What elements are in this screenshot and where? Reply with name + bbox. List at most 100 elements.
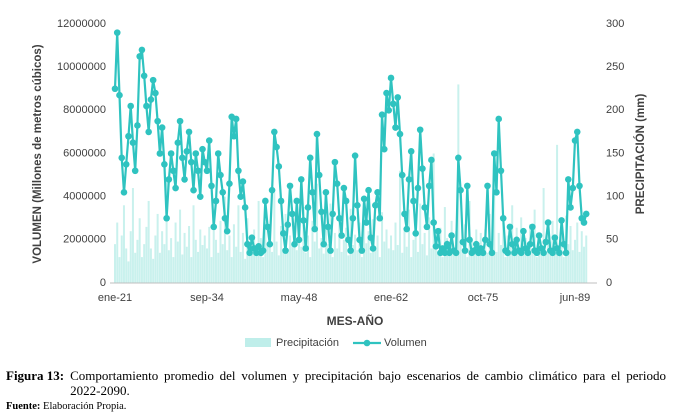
precipitation-bar	[556, 144, 559, 283]
volume-marker	[295, 236, 303, 244]
y-tick-label: 2000000	[63, 234, 106, 246]
volume-marker	[217, 171, 224, 179]
precipitation-bar	[250, 254, 253, 283]
volume-marker	[273, 143, 280, 151]
volume-marker	[120, 189, 128, 196]
volume-marker	[479, 249, 487, 257]
volume-marker	[237, 193, 244, 200]
precipitation-bar	[120, 235, 123, 283]
volume-marker	[304, 204, 312, 211]
precipitation-bar	[410, 257, 413, 283]
precipitation-bar	[221, 244, 224, 283]
precipitation-bar	[306, 235, 309, 283]
volume-marker	[306, 154, 314, 162]
volume-marker	[327, 247, 334, 254]
y2-tick-label: 150	[606, 147, 624, 159]
volume-marker	[459, 238, 467, 246]
volume-marker	[526, 240, 534, 248]
volume-marker	[533, 249, 541, 257]
volume-marker	[428, 156, 435, 164]
precipitation-bar	[414, 226, 417, 283]
volume-marker	[571, 137, 579, 144]
volume-marker	[394, 94, 402, 101]
volume-marker	[221, 214, 229, 222]
volume-marker	[297, 176, 305, 183]
volume-marker	[564, 176, 572, 183]
volume-marker	[372, 202, 379, 209]
volume-marker	[464, 182, 471, 190]
volume-marker	[291, 240, 298, 248]
precipitation-bar	[560, 234, 563, 283]
precipitation-bar	[515, 227, 518, 283]
precipitation-bar	[149, 248, 152, 283]
precipitation-bar	[289, 235, 292, 283]
y-tick-label: 6000000	[63, 147, 106, 159]
precipitation-bar	[163, 244, 166, 283]
y-tick-label: 4000000	[63, 191, 106, 203]
precipitation-bar	[336, 248, 339, 283]
precipitation-bar	[479, 232, 482, 283]
volume-marker	[410, 197, 417, 205]
volume-marker	[412, 230, 419, 237]
precipitation-bar	[268, 232, 271, 283]
precipitation-bar	[342, 239, 345, 283]
precipitation-bar	[170, 238, 173, 283]
volume-marker	[549, 249, 556, 257]
volume-marker	[466, 236, 473, 244]
volume-marker	[190, 186, 197, 194]
volume-marker	[506, 223, 514, 231]
volume-marker	[286, 182, 294, 190]
volume-marker	[363, 219, 370, 226]
volume-marker	[214, 150, 222, 157]
precipitation-bar	[455, 231, 458, 283]
precipitation-bar	[345, 227, 348, 283]
volume-marker	[262, 197, 269, 205]
volume-marker	[176, 117, 184, 125]
precipitation-bar	[360, 257, 363, 283]
precipitation-bar	[340, 251, 343, 283]
legend-label: Precipitación	[276, 337, 339, 349]
precipitation-bar	[428, 217, 431, 283]
volume-marker	[529, 223, 536, 231]
volume-marker	[167, 150, 175, 157]
precipitation-bar	[156, 213, 159, 283]
precipitation-bar	[351, 245, 354, 283]
volume-marker	[210, 223, 218, 231]
precipitation-bar	[547, 229, 550, 283]
volume-marker	[208, 182, 215, 190]
volume-marker	[129, 139, 137, 147]
precipitation-bar	[401, 252, 404, 283]
precipitation-bar	[482, 248, 485, 283]
volume-marker	[127, 102, 135, 110]
volume-marker	[277, 197, 285, 205]
volume-marker	[472, 240, 480, 248]
volume-marker	[138, 46, 146, 54]
precipitation-bar	[143, 244, 146, 283]
precipitation-bar	[248, 243, 251, 283]
volume-marker	[152, 89, 159, 97]
precipitation-bar	[423, 232, 426, 283]
precipitation-bar	[237, 205, 240, 283]
precipitation-bar	[493, 179, 496, 283]
x-tick-label: ene-21	[98, 292, 132, 304]
volume-marker	[293, 197, 301, 205]
y2-tick-label: 100	[606, 191, 624, 203]
precipitation-bar	[504, 257, 507, 283]
volume-marker	[517, 249, 525, 257]
precipitation-bar	[378, 257, 381, 283]
precipitation-bar	[549, 241, 552, 283]
precipitation-bar	[201, 245, 204, 283]
precipitation-bar	[490, 241, 493, 283]
precipitation-bar	[167, 250, 170, 283]
volume-marker	[513, 236, 520, 244]
precipitation-bar	[513, 250, 516, 283]
x-tick-label: may-48	[281, 292, 318, 304]
volume-marker	[338, 232, 345, 239]
precipitation-bar	[365, 243, 368, 283]
volume-marker	[490, 150, 498, 157]
precipitation-bar	[506, 235, 509, 283]
volume-marker	[181, 176, 188, 183]
volume-marker	[300, 217, 307, 224]
precipitation-bar	[522, 243, 525, 283]
precipitation-bar	[434, 241, 437, 283]
